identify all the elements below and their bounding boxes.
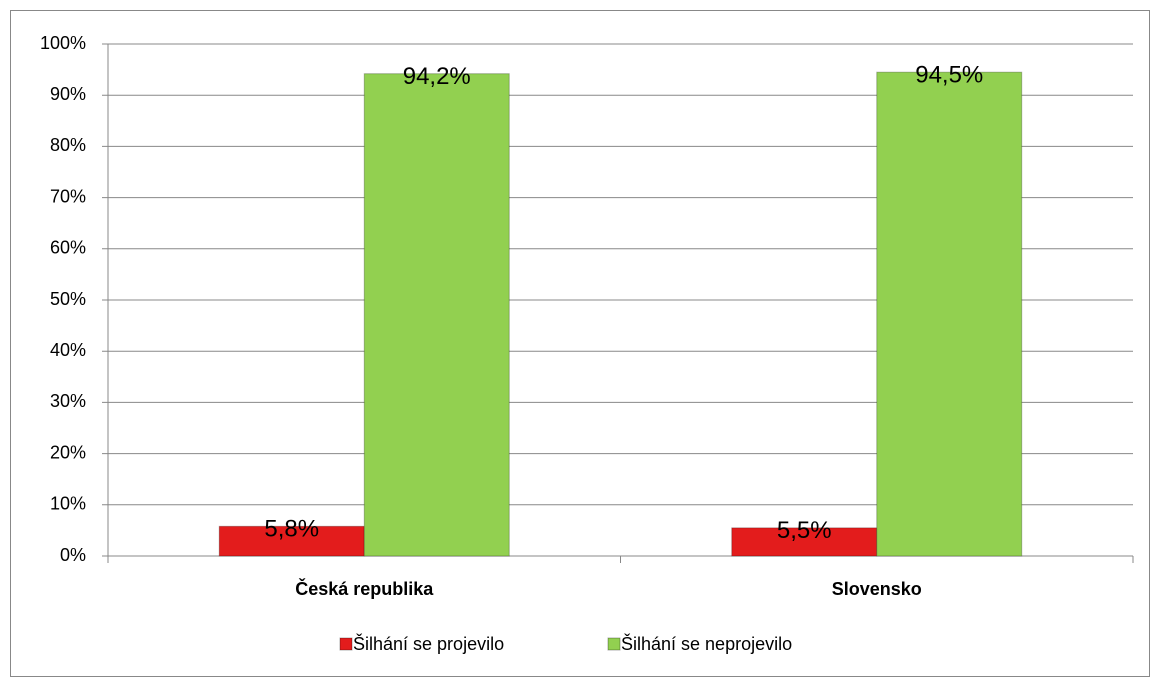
y-tick-label: 50% <box>50 289 86 309</box>
x-tick-label: Česká republika <box>295 578 434 599</box>
legend-swatch <box>339 637 353 651</box>
bar <box>363 73 510 557</box>
y-tick-label: 100% <box>40 33 86 53</box>
y-tick-label: 60% <box>50 238 86 258</box>
y-tick-label: 70% <box>50 186 86 206</box>
legend-swatch <box>607 637 621 651</box>
y-tick-label: 10% <box>50 494 86 514</box>
value-label: 94,5% <box>915 62 983 89</box>
bar <box>876 71 1023 557</box>
value-label: 5,8% <box>264 516 319 543</box>
y-tick-label: 30% <box>50 391 86 411</box>
y-tick-label: 20% <box>50 442 86 462</box>
legend-label: Šilhání se neprojevilo <box>621 633 792 654</box>
y-tick-label: 80% <box>50 135 86 155</box>
value-label: 94,2% <box>403 63 471 90</box>
y-tick-label: 90% <box>50 84 86 104</box>
value-label: 5,5% <box>777 517 832 544</box>
y-tick-label: 0% <box>60 545 86 565</box>
x-tick-label: Slovensko <box>832 579 922 599</box>
y-tick-label: 40% <box>50 340 86 360</box>
legend-label: Šilhání se projevilo <box>353 633 504 654</box>
bar <box>731 527 878 557</box>
